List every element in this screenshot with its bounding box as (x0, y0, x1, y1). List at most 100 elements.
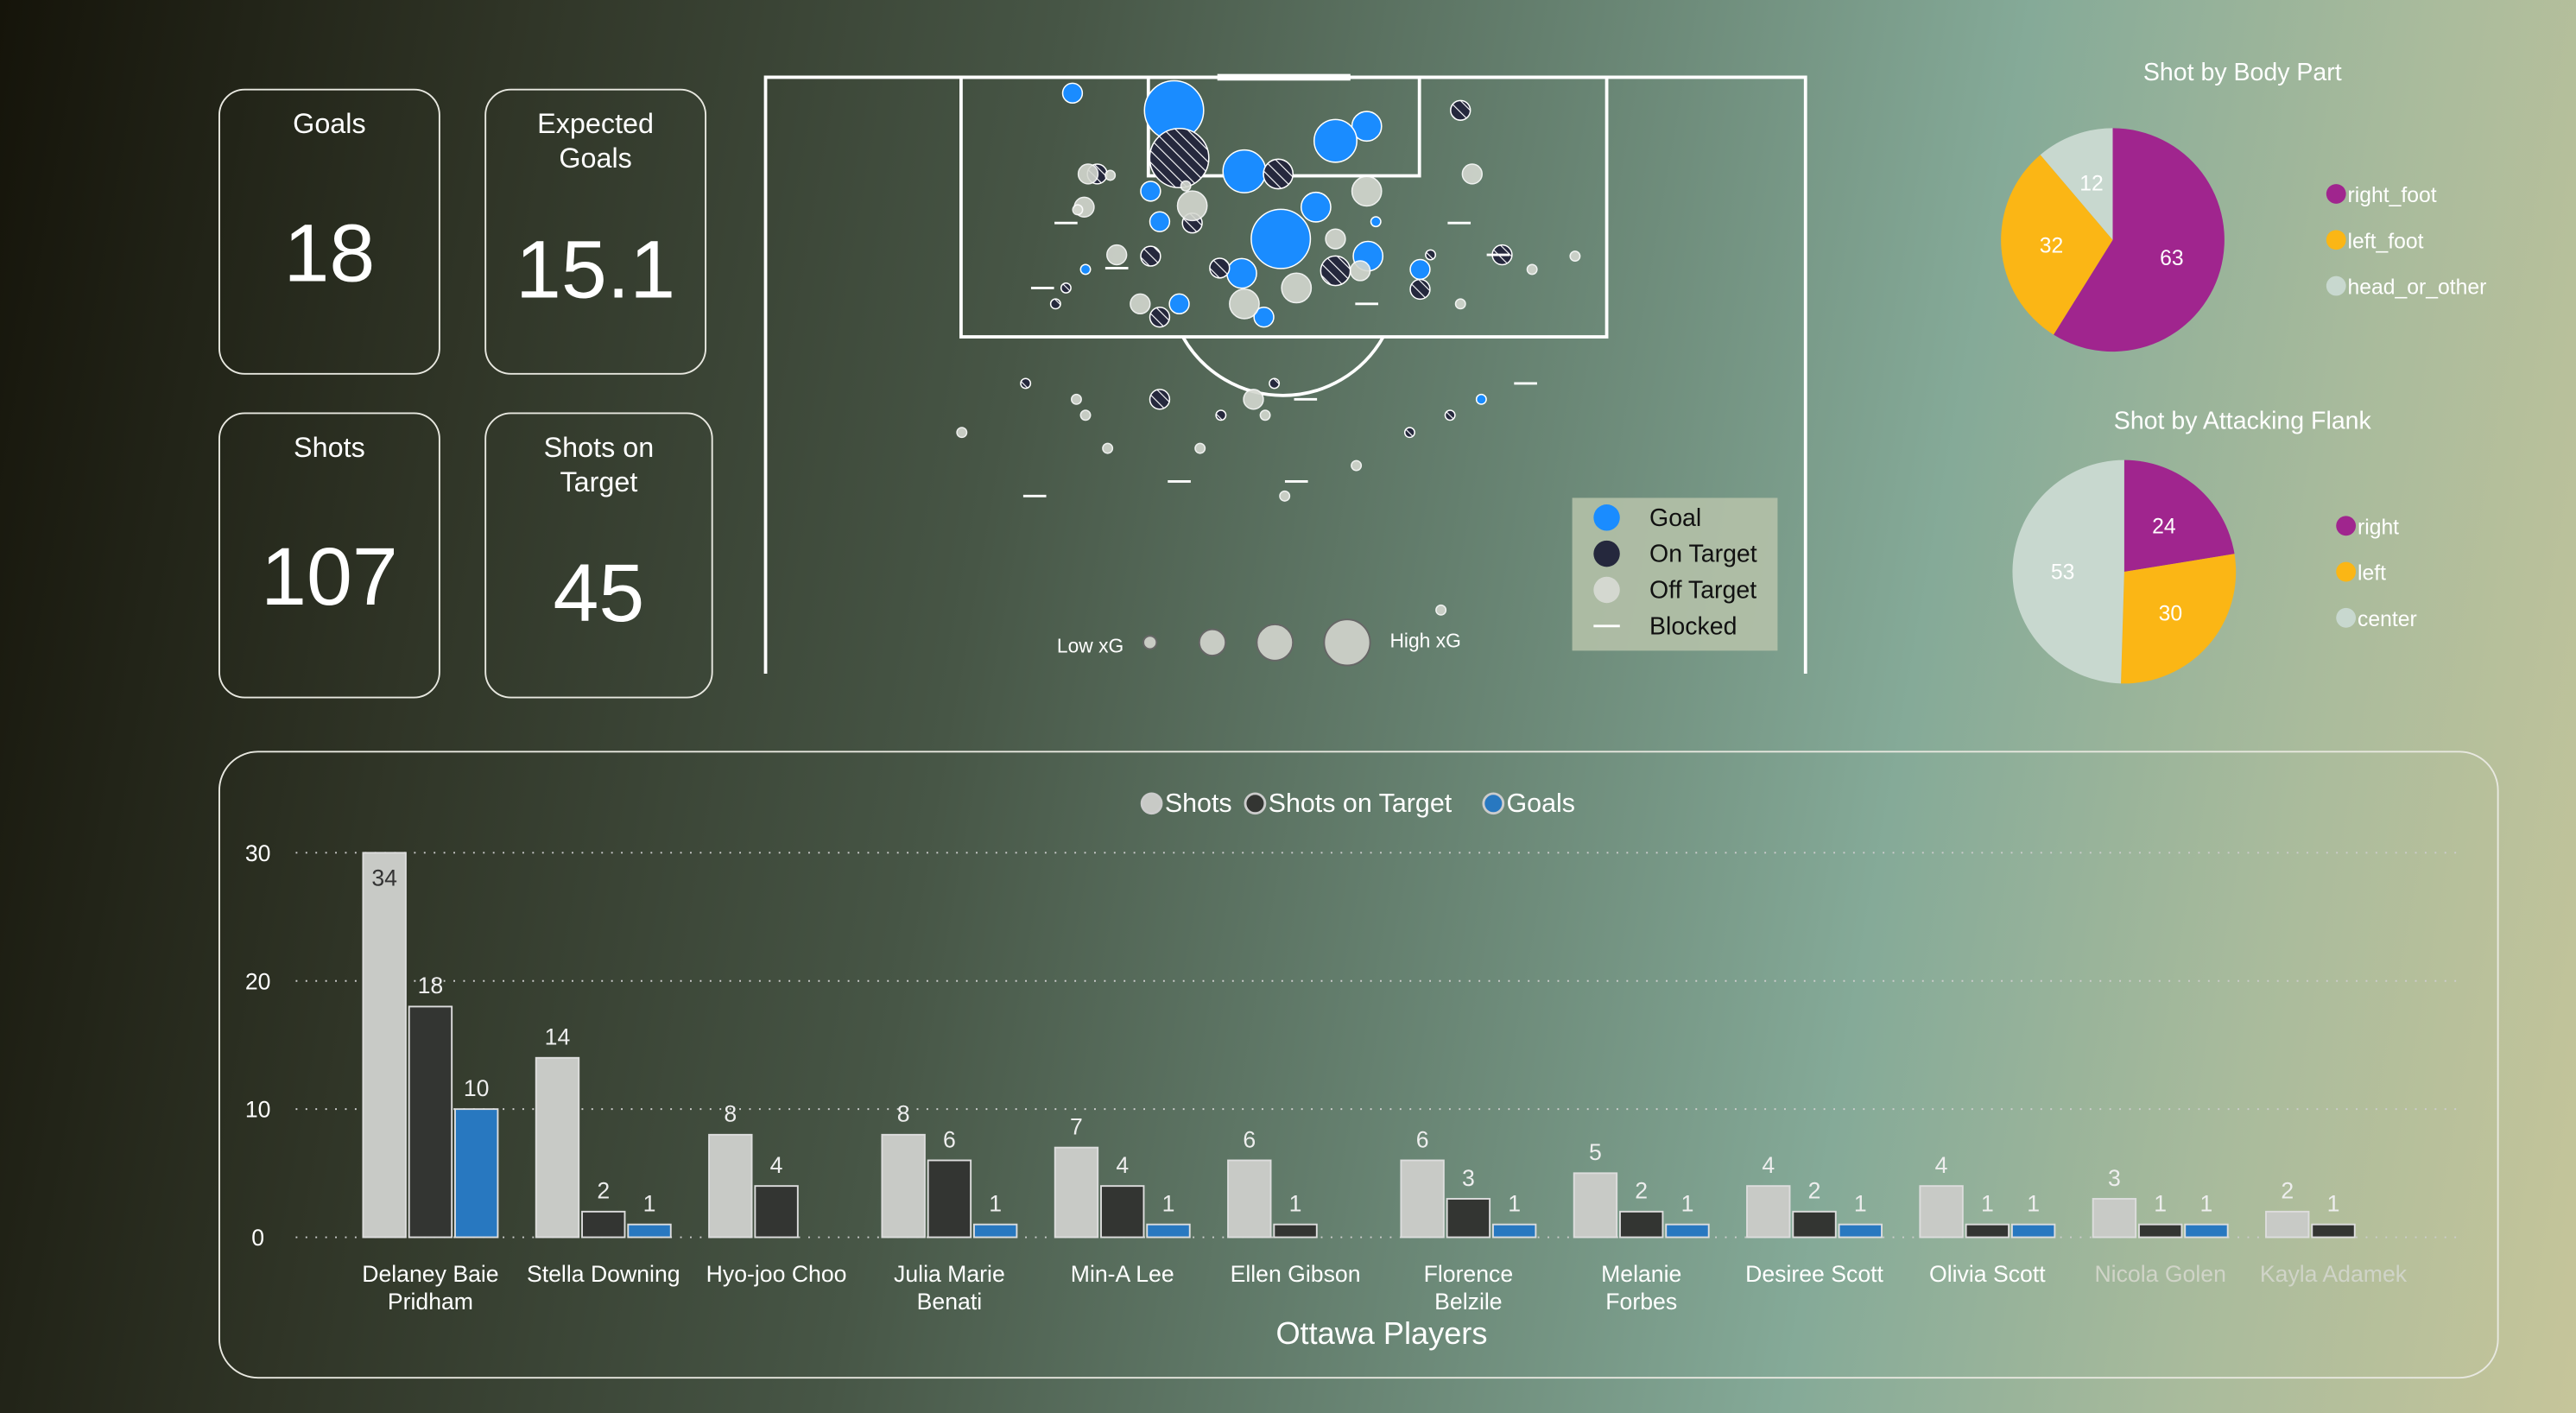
shot-goal (1061, 82, 1084, 105)
bar-shots-on-target (2311, 1223, 2356, 1239)
bar-data-label: 1 (1981, 1190, 1994, 1216)
legend-swatch-icon (2336, 561, 2357, 582)
x-tick-label: Benati (917, 1289, 983, 1315)
bar-data-label: 1 (2027, 1190, 2040, 1216)
shot-off-target (1526, 263, 1538, 276)
bar-goals (2010, 1223, 2056, 1239)
shot-off-target (1279, 490, 1291, 502)
size-circle (1323, 618, 1371, 667)
shot-off-target (1281, 272, 1313, 304)
shot-off-target (1243, 389, 1264, 410)
pie-legend-label: right_foot (2348, 184, 2437, 207)
x-tick-label: Stella Downing (527, 1261, 680, 1287)
bar-data-label: 2 (1808, 1178, 1821, 1204)
legend-swatch-icon (2326, 184, 2346, 204)
stat-card-shots: Shots 107 (218, 412, 440, 699)
bar-shots (1054, 1146, 1099, 1239)
pie-data-label: 53 (2051, 561, 2075, 585)
bar-shots-on-target (1273, 1223, 1318, 1239)
high-xg-label: High xG (1389, 630, 1460, 652)
shot-on-target (1209, 257, 1231, 279)
x-tick-label: Melanie (1601, 1261, 1681, 1287)
shot-on-target (1450, 99, 1472, 121)
bar-goals (2184, 1223, 2229, 1239)
pie-legend-label: right (2358, 516, 2399, 539)
size-circle (1256, 623, 1294, 662)
shot-on-target (1049, 298, 1061, 310)
bar-data-label: 1 (2327, 1190, 2340, 1216)
stat-label: Goals (293, 108, 366, 140)
shot-off-target (1072, 204, 1084, 216)
stat-label: Shots on Target (543, 432, 655, 498)
stat-card-xg: Expected Goals 15.1 (484, 88, 707, 375)
shot-goal (1149, 211, 1171, 232)
goal-marker-icon (1593, 504, 1620, 531)
bar-shots-on-target (754, 1185, 799, 1239)
legend-swatch-icon (2336, 516, 2357, 536)
shot-on-target (1020, 377, 1032, 390)
bar-data-label: 6 (943, 1126, 956, 1152)
bar-shots-on-target (408, 1005, 453, 1239)
bar-shots-on-target (1100, 1185, 1145, 1239)
bar-data-label: 2 (597, 1178, 610, 1204)
bar-shots (535, 1056, 580, 1239)
y-tick-label: 0 (251, 1225, 264, 1251)
shot-goal (1140, 181, 1161, 202)
x-tick-label: Belzile (1434, 1289, 1502, 1315)
pie-slice-right (2123, 459, 2235, 573)
shot-goal (1253, 307, 1275, 328)
shot-on-target (1149, 128, 1210, 189)
bar-data-label: 4 (770, 1152, 783, 1178)
shot-off-target (1435, 604, 1447, 616)
pie-data-label: 32 (2040, 234, 2064, 257)
bar-data-label: 4 (1935, 1152, 1948, 1178)
bar-shots-on-target (1446, 1198, 1491, 1239)
x-axis-title: Ottawa Players (1275, 1315, 1487, 1351)
pie-legend-label: left_foot (2348, 230, 2424, 253)
legend-swatch-icon (2336, 607, 2357, 628)
pie-title: Shot by Body Part (2143, 59, 2342, 86)
shot-on-target (1269, 377, 1281, 390)
bar-data-label: 1 (1681, 1190, 1694, 1216)
shot-off-target (1349, 260, 1371, 282)
bar-data-label: 1 (1289, 1190, 1302, 1216)
bar-shots (1919, 1185, 1964, 1239)
legend-goal: Goal (1649, 504, 1701, 532)
bar-shots (1227, 1159, 1272, 1239)
shot-off-target (1325, 228, 1346, 250)
bar-data-label: 4 (1762, 1152, 1775, 1178)
stat-card-goals: Goals 18 (218, 88, 440, 375)
bar-goals (1146, 1223, 1191, 1239)
legend-label: Shots on Target (1269, 789, 1453, 818)
bar-data-label: 1 (1854, 1190, 1867, 1216)
bar-data-label: 6 (1243, 1126, 1256, 1152)
shot-goal (1313, 118, 1358, 163)
bar-data-label: 18 (418, 973, 444, 998)
bar-data-label: 1 (643, 1190, 656, 1216)
pie-legend-label: left (2358, 562, 2386, 586)
bar-shots (1400, 1159, 1445, 1239)
size-circle (1142, 635, 1158, 650)
bar-goals (627, 1223, 672, 1239)
bar-data-label: 7 (1070, 1113, 1083, 1139)
x-tick-label: Pridham (388, 1289, 473, 1315)
legend-blocked: Blocked (1649, 612, 1737, 640)
shot-on-target (1149, 389, 1171, 410)
legend-shots-icon (1140, 792, 1163, 815)
shot-on-target (1215, 409, 1227, 421)
shot-off-target (1106, 244, 1128, 266)
bar-shots (708, 1133, 753, 1239)
shot-on-target (1140, 245, 1161, 267)
legend-swatch-icon (2326, 230, 2346, 250)
x-tick-label: Desiree Scott (1745, 1261, 1883, 1287)
bar-goals (1838, 1223, 1883, 1239)
pie-slice-left_foot (2001, 155, 2113, 335)
bar-shots (1746, 1185, 1791, 1239)
bar-shots-on-target (581, 1210, 626, 1239)
x-tick-label: Julia Marie (894, 1261, 1005, 1287)
bar-shots-on-target (1965, 1223, 2010, 1239)
bar-shots (2092, 1198, 2137, 1239)
bar-data-label: 6 (1416, 1126, 1429, 1152)
